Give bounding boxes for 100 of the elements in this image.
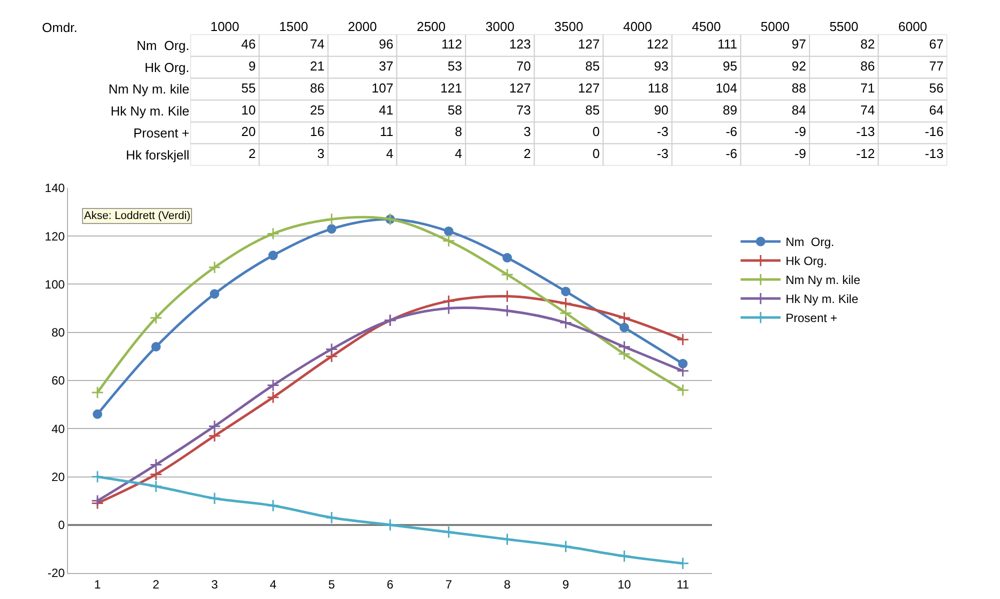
x-tick-label: 2000 — [348, 18, 377, 34]
x-tick-label: 2 — [152, 577, 160, 592]
data-label: 41 — [378, 102, 394, 118]
data-label: 21 — [310, 58, 325, 74]
data-label: 20 — [241, 124, 256, 140]
data-label: 4 — [454, 146, 462, 161]
data-label: 64 — [929, 102, 944, 118]
y-axis-title: Omdr. — [42, 20, 78, 35]
data-label: 95 — [722, 58, 738, 74]
data-label: 2 — [248, 146, 256, 161]
data-label: 127 — [578, 80, 600, 96]
y-tick-label: Prosent + — [133, 125, 190, 140]
data-label: 58 — [448, 102, 462, 118]
data-label: 93 — [654, 58, 668, 74]
data-label: 97 — [792, 36, 806, 52]
data-label: 88 — [792, 80, 806, 96]
y-tick-label: -20 — [47, 566, 66, 580]
x-tick-label: 4500 — [692, 18, 721, 34]
y-tick-label: 0 — [58, 518, 66, 532]
data-label: 0 — [592, 146, 600, 161]
data-label: 90 — [654, 102, 668, 118]
legend-label: Hk Org. — [786, 254, 827, 268]
data-label: -16 — [924, 124, 944, 140]
y-tick-label: 80 — [51, 326, 66, 340]
y-tick-label: 120 — [44, 229, 66, 244]
data-label: -9 — [794, 124, 806, 140]
data-label: 123 — [509, 36, 531, 52]
legend-label: Hk Ny m. Kile — [786, 292, 859, 306]
data-label: 16 — [310, 124, 325, 140]
annotation: Akse: Loddrett (Verdi) — [84, 210, 190, 222]
y-tick-label: 40 — [51, 422, 66, 436]
x-tick-label: 1500 — [279, 18, 308, 34]
data-label: 70 — [516, 58, 531, 74]
data-label: 112 — [441, 36, 462, 52]
y-tick-label: 20 — [51, 470, 66, 484]
data-label: -6 — [726, 124, 738, 140]
data-label: 127 — [578, 36, 600, 52]
data-label: 37 — [378, 58, 394, 74]
data-label: 127 — [509, 80, 531, 96]
data-label: 4 — [386, 146, 394, 161]
data-label: 86 — [310, 80, 325, 96]
x-tick-label: 1 — [94, 577, 102, 592]
data-label: 85 — [585, 102, 600, 118]
y-tick-label: Hk Org. — [144, 60, 190, 75]
data-label: -13 — [924, 146, 944, 161]
x-tick-label: 8 — [504, 577, 511, 592]
data-label: -13 — [856, 124, 875, 140]
data-label: 53 — [448, 58, 462, 74]
data-label: 3 — [317, 146, 325, 161]
y-tick-label: Nm Ny m. kile — [108, 82, 190, 97]
data-label: 92 — [792, 58, 806, 74]
y-tick-label: 60 — [51, 374, 66, 388]
data-label: 3 — [524, 124, 531, 140]
data-label: 71 — [860, 80, 875, 96]
legend-label: Prosent + — [786, 311, 838, 326]
x-tick-label: 3000 — [486, 18, 514, 34]
data-label: 8 — [454, 124, 462, 140]
x-tick-label: 2500 — [416, 18, 446, 34]
data-label: 122 — [646, 36, 668, 52]
data-label: 9 — [248, 58, 256, 74]
data-label: 118 — [648, 80, 668, 96]
x-tick-label: 4000 — [623, 18, 652, 34]
data-label: -6 — [726, 146, 738, 161]
x-tick-label: 7 — [445, 577, 452, 592]
x-tick-label: 5 — [328, 577, 336, 592]
data-label: 107 — [372, 80, 394, 96]
data-label: -12 — [856, 146, 875, 161]
data-label: 89 — [722, 102, 738, 118]
data-label: 104 — [716, 80, 738, 96]
x-tick-label: 4 — [270, 577, 277, 592]
x-tick-label: 6000 — [898, 18, 928, 34]
x-tick-label: 1000 — [210, 18, 240, 34]
legend-label: Nm Ny m. kile — [786, 273, 861, 288]
data-label: 11 — [380, 124, 394, 140]
x-tick-label: 3 — [211, 577, 218, 592]
data-label: -3 — [656, 124, 668, 140]
data-label: -3 — [656, 146, 668, 161]
y-tick-label: 140 — [44, 181, 66, 196]
x-tick-label: 5500 — [829, 18, 858, 34]
data-label: 82 — [860, 36, 875, 52]
x-tick-label: 11 — [676, 577, 690, 592]
y-tick-label: Hk Ny m. Kile — [110, 104, 190, 119]
data-label: 84 — [792, 102, 806, 118]
x-tick-label: 6 — [386, 577, 394, 592]
data-label: 10 — [241, 102, 256, 118]
data-label: 96 — [378, 36, 394, 52]
x-tick-label: 9 — [562, 577, 570, 592]
data-label: 67 — [929, 36, 944, 52]
x-tick-label: 5000 — [760, 18, 790, 34]
data-label: -9 — [794, 146, 806, 161]
data-label: 73 — [516, 102, 531, 118]
data-label: 85 — [585, 58, 600, 74]
data-label: 56 — [929, 80, 944, 96]
data-label: 111 — [718, 36, 738, 52]
data-label: 55 — [241, 80, 256, 96]
y-tick-label: 100 — [44, 277, 66, 292]
data-label: 0 — [592, 124, 600, 140]
y-tick-label: Hk forskjell — [126, 147, 190, 162]
data-label: 46 — [241, 36, 256, 52]
data-label: 86 — [860, 58, 875, 74]
